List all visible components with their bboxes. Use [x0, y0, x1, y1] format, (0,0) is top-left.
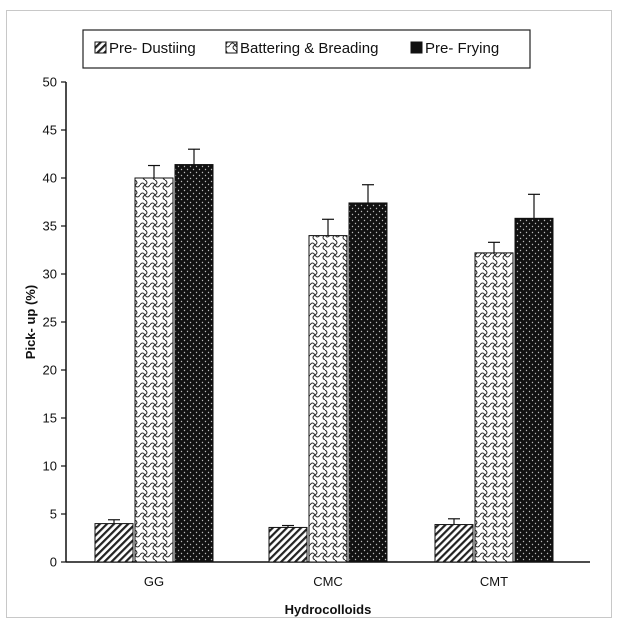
error-bar-pre-dusting-cmt: [448, 518, 460, 525]
legend-item-battering-breading: Battering & Breading: [225, 40, 378, 57]
bar-pre-dusting-gg: [94, 523, 134, 563]
legend-box: [82, 29, 531, 69]
error-bar-battering-breading-cmt: [488, 241, 500, 253]
y-tick-label: 20: [43, 363, 57, 378]
y-tick-label: 40: [43, 171, 57, 186]
legend-swatch-battering-breading: [225, 41, 238, 54]
error-bars: [108, 148, 540, 528]
error-bar-battering-breading-gg: [148, 164, 160, 178]
bar-pre-frying-cmt: [514, 217, 554, 563]
y-tick-label: 35: [43, 219, 57, 234]
y-tick-label: 5: [50, 507, 57, 522]
chart-frame: [6, 10, 612, 618]
legend-swatch-pre-dusting: [94, 41, 107, 54]
y-tick-label: 30: [43, 267, 57, 282]
y-tick-label: 10: [43, 459, 57, 474]
legend-label-battering-breading: Battering & Breading: [240, 40, 378, 57]
bar-battering-breading-cmc: [308, 235, 348, 563]
y-axis-ticks: 0 5 10 15 20 25 30 35 40 45 50: [43, 75, 66, 570]
bar-pre-frying-gg: [174, 164, 214, 563]
legend-item-pre-dusting: Pre- Dustiing: [94, 40, 196, 57]
legend-swatch-pre-frying: [410, 41, 423, 54]
bar-pre-dusting-cmt: [434, 524, 474, 563]
legend-item-pre-frying: Pre- Frying: [410, 40, 499, 57]
bar-battering-breading-cmt: [474, 252, 514, 563]
bar-pre-frying-cmc: [348, 202, 388, 563]
y-tick-label: 50: [43, 75, 57, 90]
error-bar-battering-breading-cmc: [322, 218, 334, 236]
error-bar-pre-frying-cmt: [528, 193, 540, 219]
x-axis-title: Hydrocolloids: [285, 602, 372, 617]
x-tick-label-gg: GG: [144, 574, 164, 589]
legend-label-pre-dusting: Pre- Dustiing: [109, 40, 196, 57]
error-bar-pre-frying-gg: [188, 148, 200, 165]
error-bar-pre-frying-cmc: [362, 184, 374, 203]
y-tick-label: 45: [43, 123, 57, 138]
bar-battering-breading-gg: [134, 177, 174, 563]
legend: Pre- Dustiing Battering & Breading Pre- …: [82, 29, 531, 69]
y-tick-label: 25: [43, 315, 57, 330]
y-axis-title: Pick- up (%): [23, 285, 38, 359]
legend-label-pre-frying: Pre- Frying: [425, 40, 499, 57]
error-bar-pre-dusting-cmc: [282, 524, 294, 528]
x-axis-labels: GG CMC CMT: [144, 574, 508, 589]
error-bar-pre-dusting-gg: [108, 519, 120, 524]
x-tick-label-cmt: CMT: [480, 574, 508, 589]
bars: [94, 164, 554, 563]
bar-pre-dusting-cmc: [268, 526, 308, 563]
x-tick-label-cmc: CMC: [313, 574, 343, 589]
y-tick-label: 0: [50, 555, 57, 570]
y-tick-label: 15: [43, 411, 57, 426]
